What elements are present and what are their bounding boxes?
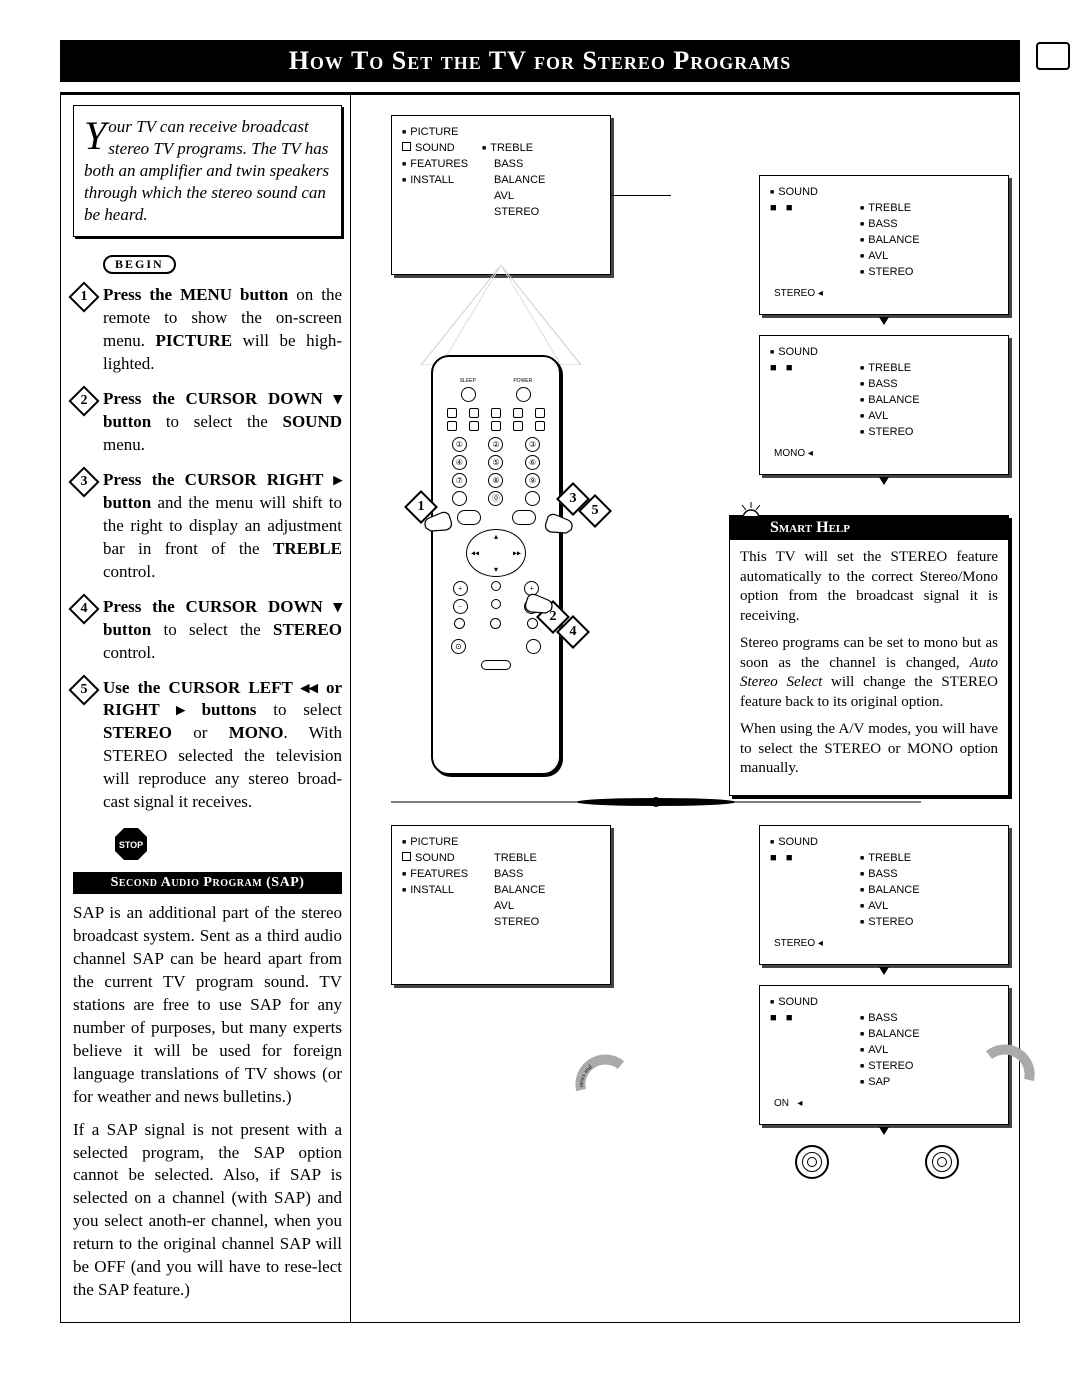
smart-help-p2: Stereo programs can be set to mono but a…: [740, 634, 998, 712]
remote-control: SLEEPPOWER ①②③ ④⑤⑥ ⑦⑧⑨ ⓪ ▴ ▾ ◂◂ ▸▸ ++ −−…: [431, 355, 561, 775]
arrow-down-icon: [879, 317, 889, 325]
intro-box: Y our TV can receive broadcast stereo TV…: [73, 105, 342, 237]
svg-text:STOP: STOP: [119, 840, 143, 850]
arrow-down-icon: [879, 477, 889, 485]
intro-text: our TV can receive broadcast stereo TV p…: [84, 117, 329, 224]
step-3: 3 Press the CURSOR RIGHT ▸ button and th…: [73, 469, 342, 584]
divider-ornament: [391, 795, 921, 807]
news-badge-icon: [979, 1035, 1039, 1095]
smart-help-box: Smart Help This TV will set the STEREO f…: [729, 515, 1009, 796]
record-button[interactable]: ⊙: [451, 639, 466, 654]
speaker-icon: [925, 1145, 959, 1179]
step-num: 3: [73, 471, 95, 493]
left-column: Y our TV can receive broadcast stereo TV…: [61, 95, 351, 1322]
connector-line: [611, 195, 671, 196]
step-2: 2 Press the CURSOR DOWN ▾ button to sele…: [73, 388, 342, 457]
menu-box-main-lower: PICTURE SOUND FEATURES INSTALL TREBLE BA…: [391, 825, 611, 985]
page-title: How To Set the TV for Stereo Programs: [289, 46, 792, 75]
hand-icon: [421, 503, 461, 533]
page-icon: [1036, 42, 1070, 70]
sap-paragraph-1: SAP is an additional part of the stereo …: [73, 902, 342, 1108]
menu-box-sound-lower: SOUND ■ ■ STEREO ◂ TREBLE BASS BALANCE A…: [759, 825, 1009, 965]
power-button[interactable]: [516, 387, 531, 402]
intro-dropcap: Y: [84, 120, 106, 152]
step-4: 4 Press the CURSOR DOWN ▾ button to sele…: [73, 596, 342, 665]
smart-help-p1: This TV will set the STEREO feature auto…: [740, 548, 998, 626]
right-column: PICTURE SOUND FEATURES INSTALL TREBLE BA…: [361, 95, 1019, 1322]
hand-icon: [536, 505, 576, 535]
news-badge-icon: news and: [571, 1045, 631, 1105]
overlay-num-4: 4: [561, 620, 585, 644]
menu-box-sap: SOUND ■ ■ ON ◂ BASS BALANCE AVL STEREO S…: [759, 985, 1009, 1125]
sap-header: Second Audio Program (SAP): [73, 872, 342, 894]
menu-box-sound: SOUND ■ ■ STEREO ◂ TREBLE BASS BALANCE A…: [759, 175, 1009, 315]
step-num: 1: [73, 286, 95, 308]
cursor-pad[interactable]: ▴ ▾ ◂◂ ▸▸: [466, 529, 526, 577]
menu-box-main: PICTURE SOUND FEATURES INSTALL TREBLE BA…: [391, 115, 611, 275]
smart-help-title: Smart Help: [770, 519, 850, 536]
begin-button: BEGIN: [103, 255, 176, 274]
arrow-down-icon: [879, 967, 889, 975]
hand-icon: [516, 585, 556, 615]
speaker-icon: [795, 1145, 829, 1179]
beam-icon: [411, 265, 591, 365]
overlay-num-5: 5: [583, 499, 607, 523]
menu-box-mono: SOUND ■ ■ MONO ◂ TREBLE BASS BALANCE AVL…: [759, 335, 1009, 475]
page-frame: Y our TV can receive broadcast stereo TV…: [60, 92, 1020, 1323]
surf-button[interactable]: [512, 510, 536, 525]
stop-icon: STOP: [113, 826, 149, 862]
step-1: 1 Press the MENU button on the remote to…: [73, 284, 342, 376]
sap-paragraph-2: If a SAP signal is not present with a se…: [73, 1119, 342, 1303]
sleep-button[interactable]: [461, 387, 476, 402]
step-5: 5 Use the CURSOR LEFT ◂◂ or RIGHT ▸ butt…: [73, 677, 342, 815]
step-num: 5: [73, 679, 95, 701]
page-title-bar: How To Set the TV for Stereo Programs: [60, 40, 1020, 82]
step-num: 4: [73, 598, 95, 620]
step-num: 2: [73, 390, 95, 412]
smart-help-p3: When using the A/V modes, you will have …: [740, 720, 998, 779]
steps: 1 Press the MENU button on the remote to…: [73, 284, 342, 814]
arrow-down-icon: [879, 1127, 889, 1135]
